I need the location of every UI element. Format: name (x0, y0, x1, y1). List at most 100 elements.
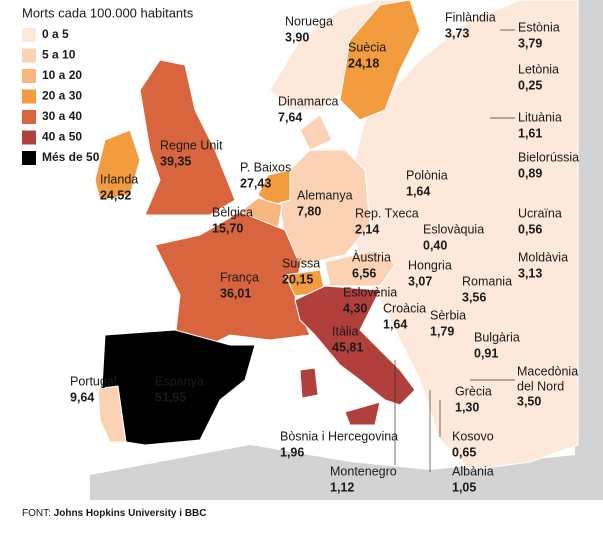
legend-swatch (22, 28, 36, 42)
country-name: Alemanya (297, 188, 353, 202)
labels: Noruega 3,90 Suècia 24,18 Finlàndia 3,73 Estòn… (70, 10, 579, 494)
country-name: Montenegro (330, 464, 397, 478)
country-name: Rep. Txeca (355, 206, 419, 220)
country-name: Irlanda (100, 172, 138, 186)
country-value: 0,56 (518, 222, 542, 236)
legend-swatch (22, 48, 36, 63)
country-name: Letònia (518, 62, 559, 76)
country-shape (101, 329, 256, 446)
legend-swatch (22, 110, 36, 124)
country-name: Eslovàquia (423, 222, 484, 236)
source: FONT: Johns Hopkins University i BBC (22, 508, 206, 519)
legend-label: 30 a 40 (42, 109, 82, 123)
source-prefix: FONT: (22, 508, 51, 519)
country-value: 51,95 (155, 390, 186, 404)
country-shape (294, 285, 416, 406)
legend-swatch (22, 151, 36, 165)
country-value: 3,13 (518, 266, 542, 280)
country-shape (139, 59, 236, 216)
country-name: Finlàndia (445, 10, 496, 24)
country-shape (299, 367, 319, 399)
legend: Morts cada 100.000 habitants 0 a 5 5 a 10… (22, 5, 194, 165)
country-name: Lituània (518, 110, 562, 124)
country-name: Dinamarca (278, 94, 338, 108)
country-value: 1,30 (455, 400, 479, 414)
country-name: Àustria (352, 249, 391, 264)
country-name: Regne Unit (160, 138, 223, 152)
legend-label: 10 a 20 (42, 68, 82, 82)
country-value: 6,56 (352, 266, 376, 280)
country-name: Polònia (406, 168, 448, 182)
leader-lines (394, 29, 515, 472)
country-shape (339, 0, 421, 121)
country-value: 7,80 (297, 204, 321, 218)
legend-label: 5 a 10 (42, 48, 76, 62)
country-shape (94, 129, 141, 201)
legend-swatch (22, 130, 36, 145)
country-name: Bèlgica (212, 205, 253, 219)
country-name: Hongria (408, 258, 452, 272)
country-value: 0,91 (474, 346, 498, 360)
country-value: 7,64 (278, 110, 302, 124)
country-name: Albània (452, 464, 494, 478)
country-shape (344, 401, 381, 426)
country-value: 1,79 (430, 324, 454, 338)
country-value: 3,56 (462, 290, 486, 304)
country-value: 39,35 (160, 154, 191, 168)
country-value: 24,52 (100, 188, 131, 202)
country-value: 1,64 (406, 184, 430, 198)
legend-label: 0 a 5 (42, 27, 69, 41)
other-land (575, 0, 603, 500)
country-shape (324, 249, 396, 287)
country-name: Estònia (518, 20, 560, 34)
africa (90, 445, 575, 500)
country-value: 3,50 (517, 394, 541, 408)
country-value: 9,64 (70, 390, 94, 404)
country-value: 20,15 (282, 272, 313, 286)
legend-label: Més de 50 (42, 150, 100, 164)
country-shape (299, 114, 333, 151)
country-name: Bielorússia (518, 150, 579, 164)
country-value: 2,14 (355, 222, 379, 236)
legend-swatch (22, 69, 36, 83)
country-value: 36,01 (220, 286, 251, 300)
country-value: 1,05 (452, 480, 476, 494)
country-name: Portugal (70, 374, 117, 388)
country-value: 45,81 (332, 340, 363, 354)
country-value: 3,79 (518, 36, 542, 50)
country-name: Itàlia (332, 324, 358, 338)
source-text: Johns Hopkins University i BBC (54, 508, 207, 519)
country-name: Grècia (455, 384, 492, 398)
country-name: Romania (462, 274, 512, 288)
legend-label: 20 a 30 (42, 89, 82, 103)
country-name: Espanya (155, 374, 204, 388)
country-value: 1,12 (330, 480, 354, 494)
country-value: 0,89 (518, 166, 542, 180)
country-value: 1,96 (280, 445, 304, 459)
country-name: Eslovènia (343, 285, 397, 299)
country-name: Bòsnia i Hercegovina (280, 429, 398, 443)
country-name: Croàcia (383, 301, 426, 315)
country-value: 15,70 (212, 221, 243, 235)
legend-title: Morts cada 100.000 habitants (22, 5, 194, 20)
country-name: Suècia (348, 40, 386, 54)
country-name: Noruega (285, 14, 333, 28)
country-name: Moldàvia (518, 250, 568, 264)
country-value: 0,65 (452, 445, 476, 459)
country-value: 3,73 (445, 26, 469, 40)
country-value: 3,90 (285, 30, 309, 44)
country-value: 1,64 (383, 317, 407, 331)
country-name: Macedònia (517, 364, 578, 378)
country-value: 27,43 (240, 176, 271, 190)
country-value: 0,25 (518, 78, 542, 92)
country-value: 24,18 (348, 56, 379, 70)
legend-swatch (22, 89, 36, 104)
country-name: P. Baixos (240, 160, 291, 174)
country-name: Bulgària (474, 330, 520, 344)
country-name: del Nord (517, 379, 564, 393)
country-name: Kosovo (452, 429, 494, 443)
country-name: Sèrbia (430, 308, 466, 322)
country-value: 1,61 (518, 126, 542, 140)
